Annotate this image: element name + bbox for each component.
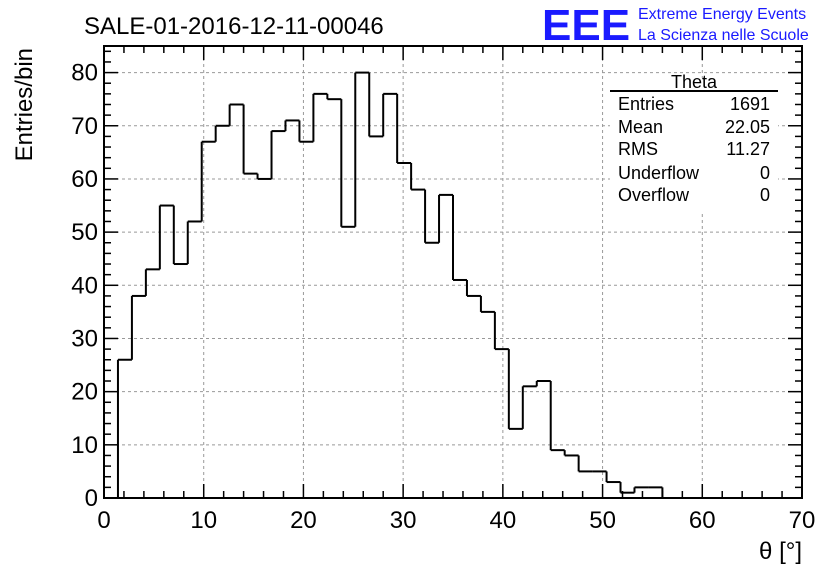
stats-row-label: Overflow <box>618 185 690 205</box>
x-tick-labels: 0 10 20 30 40 50 60 70 <box>97 507 815 534</box>
x-tick-label: 70 <box>789 507 816 534</box>
axis-ticks <box>103 46 803 499</box>
x-tick-label: 60 <box>689 507 716 534</box>
stats-box: Theta Entries 1691 Mean 22.05 RMS 11.27 … <box>610 72 778 212</box>
y-axis-label: Entries/bin <box>11 48 38 161</box>
x-tick-label: 30 <box>390 507 417 534</box>
logo-line-2: La Scienza nelle Scuole <box>638 27 809 44</box>
x-tick-label: 0 <box>97 507 110 534</box>
chart-title: SALE-01-2016-12-11-00046 <box>84 13 384 40</box>
stats-row-value: 1691 <box>730 94 770 114</box>
stats-row-value: 11.27 <box>726 139 770 159</box>
x-tick-label: 10 <box>190 507 217 534</box>
x-axis-label: θ [°] <box>759 538 802 565</box>
logo-mark: EEE <box>542 1 630 50</box>
stats-row: Overflow 0 <box>618 185 770 205</box>
stats-title: Theta <box>671 72 718 92</box>
stats-row-label: Mean <box>618 117 663 137</box>
y-tick-label: 40 <box>71 272 98 299</box>
y-tick-label: 20 <box>71 379 98 406</box>
y-tick-label: 10 <box>71 432 98 459</box>
stats-row: Underflow 0 <box>618 163 770 183</box>
stats-row-value: 22.05 <box>725 117 770 137</box>
plot-frame <box>103 45 803 499</box>
logo: EEE Extreme Energy Events La Scienza nel… <box>542 1 809 50</box>
logo-line-1: Extreme Energy Events <box>638 6 806 23</box>
y-tick-label: 70 <box>71 113 98 140</box>
stats-row-label: RMS <box>618 139 658 159</box>
y-tick-label: 30 <box>71 325 98 352</box>
y-tick-labels: 0 10 20 30 40 50 60 70 80 <box>71 60 98 512</box>
y-tick-label: 50 <box>71 219 98 246</box>
y-tick-label: 60 <box>71 166 98 193</box>
stats-box-background <box>610 78 778 212</box>
stats-row: Entries 1691 <box>618 94 770 114</box>
x-tick-label: 40 <box>490 507 517 534</box>
stats-row-value: 0 <box>760 185 770 205</box>
y-tick-label: 80 <box>71 60 98 87</box>
stats-row: Mean 22.05 <box>618 117 770 137</box>
stats-row-value: 0 <box>760 163 770 183</box>
histogram-series <box>116 71 664 498</box>
y-tick-label: 0 <box>85 485 98 512</box>
stats-row-label: Entries <box>618 94 674 114</box>
x-tick-label: 20 <box>290 507 317 534</box>
x-tick-label: 50 <box>589 507 616 534</box>
stats-row: RMS 11.27 <box>618 139 770 159</box>
stats-row-label: Underflow <box>618 163 700 183</box>
